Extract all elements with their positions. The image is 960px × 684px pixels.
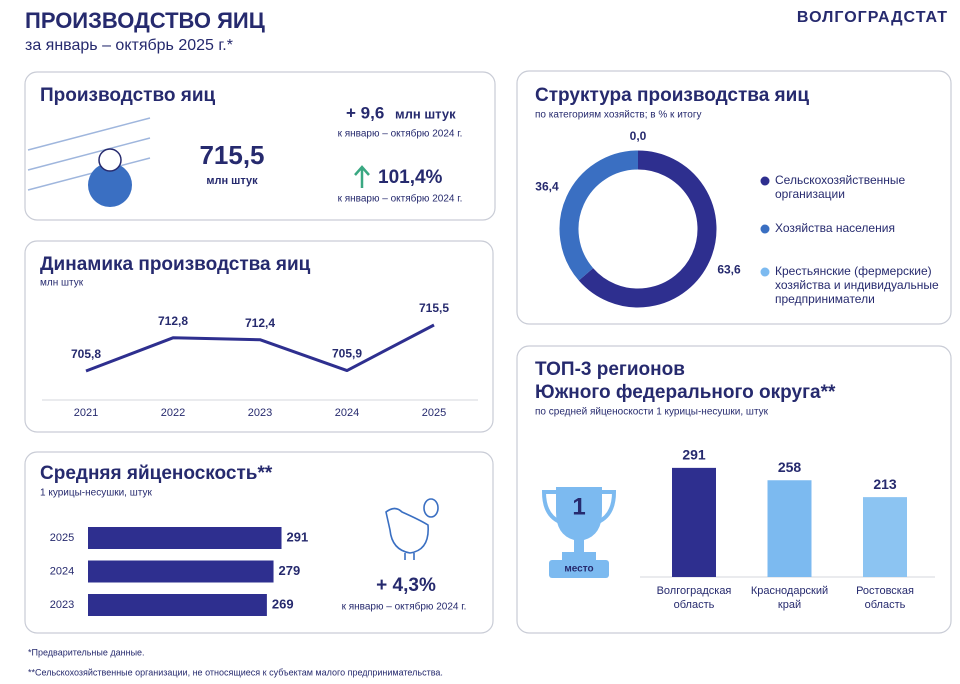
data-label: 715,5: [419, 301, 449, 315]
chart-subtitle: млн штук: [40, 278, 84, 289]
data-label: 269: [272, 596, 294, 611]
change: 101,4%: [378, 167, 443, 188]
footnote: *Предварительные данные.: [28, 647, 145, 657]
card: [24, 71, 496, 221]
data-label: 291: [287, 529, 309, 544]
y-tick-label: 2025: [50, 532, 74, 544]
legend-marker: [760, 224, 770, 234]
x-tick-label: область: [674, 599, 715, 611]
line: [85, 323, 435, 373]
x-tick-label: 2022: [161, 407, 185, 419]
data-label: 36,4: [535, 180, 559, 194]
hen-icon: [385, 498, 439, 560]
chart-subtitle: по средней яйценоскости 1 курицы-несушки…: [535, 407, 769, 418]
y-tick-label: 2024: [50, 565, 74, 577]
bar: [672, 467, 716, 577]
x-tick-label: Краснодарский: [751, 585, 828, 597]
card: [516, 345, 952, 634]
page-subtitle: за январь – октябрь 2025 г.*: [25, 37, 233, 54]
note: к январю – октябрю 2024 г.: [338, 193, 463, 205]
card-title: Производство яиц: [40, 85, 216, 106]
illustration: [27, 117, 151, 207]
x-tick-label: 2021: [74, 407, 98, 419]
arrow-icon: [354, 165, 370, 188]
brand: ВОЛГОГРАДСТАТ: [797, 9, 948, 26]
donut-segment: [578, 150, 717, 308]
page-title: ПРОИЗВОДСТВО ЯИЦ: [25, 8, 265, 33]
chart-title: Структура производства яиц: [535, 85, 809, 106]
chart-title: Средняя яйценоскость**: [40, 463, 273, 484]
bar: [88, 527, 282, 549]
card: [24, 240, 494, 433]
bar: [863, 497, 907, 577]
donut-segment: [559, 150, 639, 281]
chart-title: Южного федерального округа**: [535, 382, 836, 403]
card: [516, 70, 952, 325]
data-label: 279: [279, 563, 301, 578]
badge-number: 1: [572, 493, 585, 520]
data-label: 705,9: [332, 347, 362, 361]
data-label: 0,0: [630, 129, 647, 143]
badge-label: место: [564, 564, 593, 575]
x-tick-label: Ростовская: [856, 585, 914, 597]
x-tick-label: Волгоградская: [657, 585, 732, 597]
change-unit: млн штук: [395, 106, 456, 121]
legend-label: Хозяйства населения: [775, 221, 895, 235]
trophy: [541, 487, 617, 578]
x-tick-label: край: [778, 599, 801, 611]
unit: млн штук: [206, 175, 258, 187]
chart-title: ТОП-3 регионов: [535, 359, 685, 380]
chart-title: Динамика производства яиц: [40, 254, 311, 275]
y-tick-label: 2023: [50, 599, 74, 611]
note: к январю – октябрю 2024 г.: [342, 601, 467, 613]
legend-label: организации: [775, 187, 845, 201]
change: + 4,3%: [376, 575, 436, 596]
legend-marker: [760, 176, 770, 186]
x-tick-label: 2025: [422, 407, 446, 419]
chart-subtitle: 1 курицы-несушки, штук: [40, 488, 152, 499]
x-tick-label: 2023: [248, 407, 272, 419]
bar: [88, 560, 274, 583]
legend-label: хозяйства и индивидуальные: [775, 278, 939, 292]
bar: [88, 594, 267, 616]
footnote: **Сельскохозяйственные организации, не о…: [28, 667, 443, 677]
legend-label: Крестьянские (фермерские): [775, 264, 932, 278]
x-tick-label: 2024: [335, 407, 359, 419]
data-label: 63,6: [717, 263, 741, 277]
chart-subtitle: по категориям хозяйств; в % к итогу: [535, 110, 701, 121]
data-label: 213: [873, 476, 897, 492]
legend-label: предприниматели: [775, 292, 875, 306]
legend-marker: [760, 267, 770, 277]
data-label: 258: [778, 459, 802, 475]
data-label: 712,4: [245, 316, 275, 330]
change: + 9,6: [346, 103, 384, 122]
data-label: 712,8: [158, 314, 188, 328]
data-label: 291: [682, 447, 706, 463]
note: к январю – октябрю 2024 г.: [338, 128, 463, 140]
x-tick-label: область: [865, 599, 906, 611]
legend-label: Сельскохозяйственные: [775, 173, 906, 187]
data-label: 705,8: [71, 347, 101, 361]
bar: [767, 480, 812, 577]
big-value: 715,5: [199, 140, 264, 170]
